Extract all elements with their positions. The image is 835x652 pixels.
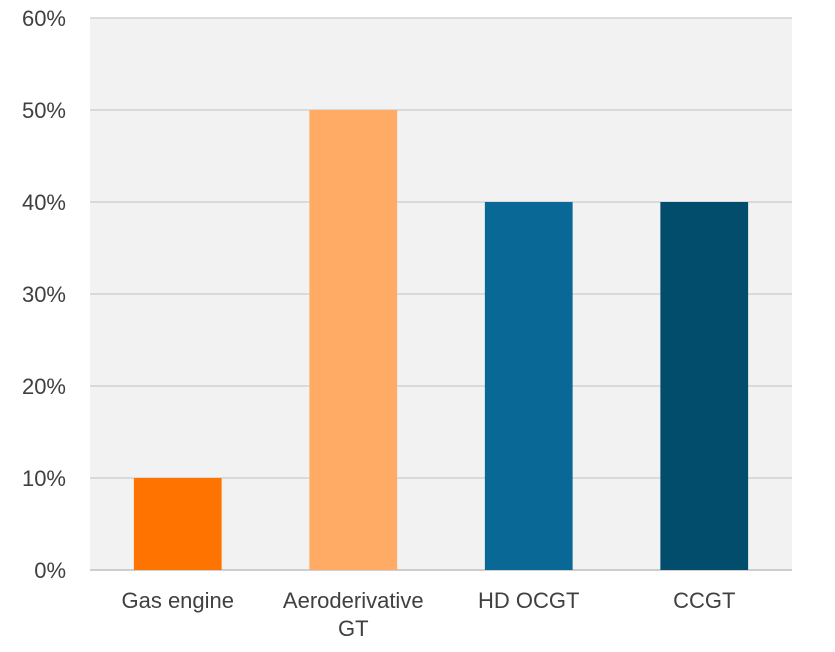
x-tick-label: Aeroderivative GT bbox=[283, 588, 424, 641]
x-tick-label: HD OCGT bbox=[478, 588, 579, 613]
y-tick-label: 20% bbox=[22, 374, 66, 399]
x-tick-label-line: GT bbox=[338, 616, 369, 641]
bar bbox=[660, 202, 749, 570]
y-tick-label: 30% bbox=[22, 282, 66, 307]
bars bbox=[133, 110, 749, 570]
y-tick-label: 0% bbox=[34, 558, 66, 583]
y-tick-label: 40% bbox=[22, 190, 66, 215]
x-axis: Gas engine Aeroderivative GT HD OCGT CCGT bbox=[121, 588, 735, 641]
bar bbox=[484, 202, 573, 570]
y-tick-label: 60% bbox=[22, 6, 66, 31]
x-tick-label: Gas engine bbox=[121, 588, 234, 613]
y-tick-label: 10% bbox=[22, 466, 66, 491]
bar bbox=[309, 110, 398, 570]
x-tick-label-line: HD OCGT bbox=[478, 588, 579, 613]
x-tick-label-line: Aeroderivative bbox=[283, 588, 424, 613]
x-tick-label: CCGT bbox=[673, 588, 735, 613]
y-axis: 0% 10% 20% 30% 40% 50% 60% bbox=[22, 6, 66, 583]
y-tick-label: 50% bbox=[22, 98, 66, 123]
x-tick-label-line: CCGT bbox=[673, 588, 735, 613]
bar bbox=[133, 478, 222, 570]
x-tick-label-line: Gas engine bbox=[121, 588, 234, 613]
